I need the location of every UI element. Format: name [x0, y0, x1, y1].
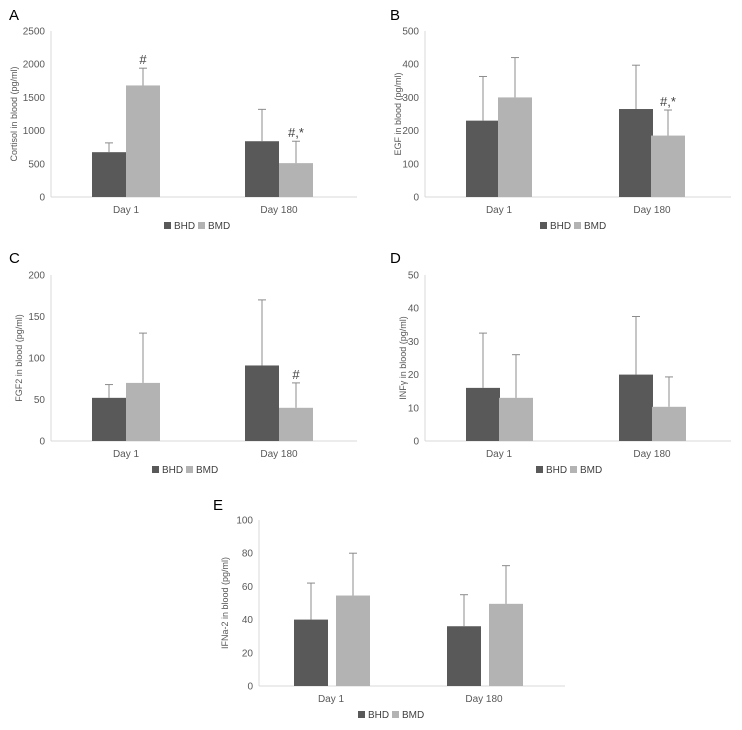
bar-bmd-day-180 [652, 406, 686, 441]
legend-label-bhd: BHD [368, 710, 389, 721]
y-axis-label: EGF in blood (pg/ml) [393, 72, 403, 155]
bar-bhd-day-180 [619, 374, 653, 441]
legend-swatch-bmd [392, 711, 399, 718]
chart-panel-b: B 0 100 200 300 400 500 EGF in blood (pg/ml) Day… [390, 7, 731, 232]
bar-bhd-day-180 [619, 109, 653, 197]
y-tick-label: 50 [408, 271, 420, 282]
legend-swatch-bmd [570, 466, 577, 473]
legend-swatch-bhd [164, 222, 171, 229]
y-tick-label: 500 [402, 27, 419, 38]
bar-bmd-day-180 [489, 603, 523, 686]
y-tick-label: 0 [413, 193, 419, 204]
legend-swatch-bhd [536, 466, 543, 473]
significance-annotation: # [292, 367, 300, 382]
chart-panel-a: A 0 500 1000 1500 2000 2500 Cortisol in blood (… [9, 7, 357, 232]
bar-bmd-day-180 [279, 407, 313, 441]
x-tick-label: Day 180 [465, 694, 503, 705]
legend-swatch-bhd [152, 466, 159, 473]
y-tick-label: 2000 [23, 60, 46, 71]
legend-label-bhd: BHD [550, 221, 571, 232]
y-tick-label: 0 [39, 437, 45, 448]
y-tick-label: 300 [402, 93, 419, 104]
y-tick-label: 0 [39, 193, 45, 204]
y-tick-label: 50 [34, 395, 46, 406]
y-tick-label: 20 [408, 370, 420, 381]
x-tick-label: Day 1 [486, 449, 513, 460]
panel-label: C [9, 250, 20, 267]
significance-annotation: # [139, 52, 147, 67]
y-tick-label: 10 [408, 403, 420, 414]
y-tick-label: 200 [402, 126, 419, 137]
legend-label-bmd: BMD [402, 710, 424, 721]
legend-label-bhd: BHD [174, 221, 195, 232]
legend-label-bmd: BMD [196, 465, 218, 476]
bar-bhd-day-180 [245, 141, 279, 197]
legend-label-bhd: BHD [162, 465, 183, 476]
y-tick-label: 400 [402, 60, 419, 71]
bar-bhd-day-180 [447, 626, 481, 686]
y-tick-label: 2500 [23, 27, 46, 38]
y-axis-label: Cortisol in blood (pg/ml) [9, 66, 19, 161]
chart-panel-c: C 0 50 100 150 200 FGF2 in blood (pg/ml) Day 1 D… [9, 250, 357, 476]
significance-annotation: #,* [288, 125, 304, 140]
bar-bmd-day-180 [279, 163, 313, 197]
y-tick-label: 100 [402, 159, 419, 170]
y-tick-label: 40 [242, 615, 254, 626]
bar-bhd-day-1 [92, 397, 126, 441]
legend-label-bmd: BMD [584, 221, 606, 232]
y-tick-label: 0 [247, 682, 253, 693]
y-axis-label: IFNa-2 in blood (pg/ml) [220, 557, 230, 649]
bar-bhd-day-180 [245, 365, 279, 441]
legend-swatch-bhd [358, 711, 365, 718]
chart-panel-e: E 0 20 40 60 80 100 IFNa-2 in blood (pg/ml) Day … [213, 497, 565, 721]
bar-bhd-day-1 [466, 387, 500, 441]
legend-swatch-bmd [186, 466, 193, 473]
legend-swatch-bhd [540, 222, 547, 229]
y-tick-label: 200 [28, 271, 45, 282]
y-tick-label: 1000 [23, 126, 46, 137]
legend-label-bmd: BMD [580, 465, 602, 476]
panel-label: A [9, 7, 19, 24]
x-tick-label: Day 1 [113, 449, 140, 460]
x-tick-label: Day 180 [633, 449, 671, 460]
bar-bmd-day-1 [499, 397, 533, 441]
bar-bmd-day-180 [651, 135, 685, 197]
x-tick-label: Day 180 [260, 205, 298, 216]
x-tick-label: Day 180 [633, 205, 671, 216]
legend-label-bmd: BMD [208, 221, 230, 232]
y-tick-label: 30 [408, 337, 420, 348]
y-tick-label: 80 [242, 549, 254, 560]
x-tick-label: Day 180 [260, 449, 298, 460]
bar-bmd-day-1 [126, 85, 160, 197]
y-tick-label: 0 [413, 437, 419, 448]
y-axis-label: FGF2 in blood (pg/ml) [14, 314, 24, 402]
y-axis-label: INFγ in blood (pg/ml) [398, 316, 408, 400]
significance-annotation: #,* [660, 94, 676, 109]
legend-swatch-bmd [198, 222, 205, 229]
bar-bhd-day-1 [92, 152, 126, 197]
bar-bmd-day-1 [126, 382, 160, 441]
panel-label: E [213, 497, 223, 514]
bar-bmd-day-1 [336, 595, 370, 686]
y-tick-label: 60 [242, 582, 254, 593]
y-tick-label: 40 [408, 304, 420, 315]
x-tick-label: Day 1 [318, 694, 345, 705]
y-tick-label: 100 [28, 354, 45, 365]
panel-label: B [390, 7, 400, 24]
y-tick-label: 150 [28, 312, 45, 323]
legend-label-bhd: BHD [546, 465, 567, 476]
chart-panel-d: D 0 10 20 30 40 50 INFγ in blood (pg/ml) Day 1 Da… [390, 250, 731, 476]
x-tick-label: Day 1 [113, 205, 140, 216]
y-tick-label: 500 [28, 159, 45, 170]
legend-swatch-bmd [574, 222, 581, 229]
y-tick-label: 20 [242, 648, 254, 659]
y-tick-label: 1500 [23, 93, 46, 104]
bar-bmd-day-1 [498, 97, 532, 197]
x-tick-label: Day 1 [486, 205, 513, 216]
panel-label: D [390, 250, 401, 267]
bar-bhd-day-1 [466, 120, 500, 197]
bar-bhd-day-1 [294, 619, 328, 686]
y-tick-label: 100 [236, 516, 253, 527]
